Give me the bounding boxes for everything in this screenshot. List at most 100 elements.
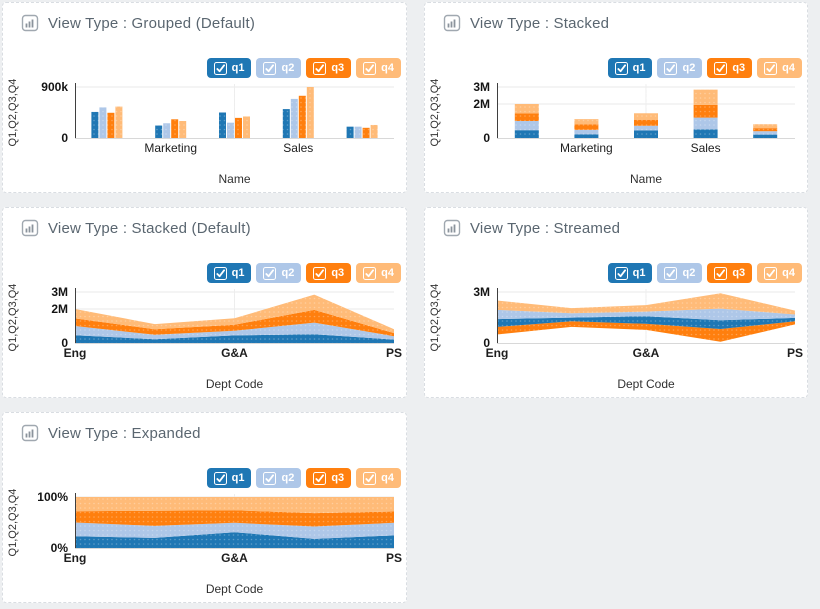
y-axis-title: Q1,Q2,Q3,Q4	[429, 79, 441, 146]
legend-item-q3[interactable]: q3	[707, 263, 753, 283]
bar-q3[interactable]	[362, 127, 370, 138]
bar-segment-q2[interactable]	[753, 131, 778, 135]
bar-q2[interactable]	[227, 122, 234, 138]
bar-segment-q1[interactable]	[574, 134, 599, 138]
legend-item-q1[interactable]: q1	[206, 468, 252, 488]
card-header: View Type : Stacked (Default)	[21, 219, 251, 237]
legend-item-q2[interactable]: q2	[657, 263, 703, 283]
bar-q4[interactable]	[370, 124, 378, 138]
legend-item-label: q2	[281, 266, 295, 279]
y-tick-label: 3M	[51, 285, 68, 299]
chart-card-streamed: View Type : Streamed q1 q2 q3 q4 3M 0 Eng G&A P…	[424, 207, 808, 398]
legend-item-q4[interactable]: q4	[356, 263, 401, 283]
grouped-bar-chart[interactable]: 900k 0 Marketing Sales Name Q1,Q2,Q3,Q4	[3, 79, 406, 194]
bar-segment-q1[interactable]	[514, 130, 539, 138]
checkbox-checked-icon	[313, 266, 327, 280]
bar-q2[interactable]	[99, 107, 107, 138]
checkbox-checked-icon	[313, 61, 327, 75]
y-axis-title: Q1,Q2,Q3,Q4	[7, 284, 19, 351]
x-axis-title: Name	[630, 172, 662, 186]
y-tick-label: 0	[61, 131, 68, 145]
bar-q4[interactable]	[243, 116, 250, 138]
bar-segment-q4[interactable]	[514, 104, 539, 114]
bar-segment-q1[interactable]	[634, 130, 658, 138]
legend-item-q3[interactable]: q3	[306, 468, 352, 488]
x-tick-label: G&A	[221, 346, 248, 360]
bar-q3[interactable]	[107, 112, 115, 138]
chart-card-grouped: View Type : Grouped (Default) q1 q2 q3 q4 9…	[2, 2, 407, 193]
bar-q3[interactable]	[171, 119, 179, 138]
bar-q3[interactable]	[298, 95, 306, 138]
legend-item-label: q1	[231, 266, 245, 279]
stream-chart[interactable]: 3M 0 Eng G&A PS Dept Code Q1,Q2,Q3,Q4	[425, 284, 807, 399]
bar-segment-q4[interactable]	[753, 124, 778, 129]
card-header: View Type : Grouped (Default)	[21, 14, 255, 32]
legend-item-q2[interactable]: q2	[256, 58, 302, 78]
bar-segment-q4[interactable]	[634, 113, 658, 120]
y-tick-label: 0%	[51, 541, 69, 555]
bar-segment-q1[interactable]	[753, 134, 778, 138]
checkbox-checked-icon	[714, 266, 728, 280]
legend-item-q1[interactable]: q1	[607, 263, 653, 283]
checkbox-checked-icon	[664, 61, 678, 75]
bar-segment-q3[interactable]	[693, 104, 718, 118]
legend-item-q1[interactable]: q1	[206, 263, 252, 283]
grouped-plot: 900k 0 Marketing Sales Name Q1,Q2,Q3,Q4	[7, 79, 394, 186]
y-tick-label: 2M	[51, 302, 68, 316]
bar-q2[interactable]	[163, 123, 171, 138]
bar-segment-q4[interactable]	[693, 89, 718, 105]
bar-segment-q2[interactable]	[693, 117, 718, 130]
legend-item-q3[interactable]: q3	[306, 58, 352, 78]
y-tick-label: 0	[483, 336, 490, 350]
bar-q1[interactable]	[155, 125, 163, 138]
bar-q2[interactable]	[354, 126, 362, 138]
bar-q1[interactable]	[219, 112, 226, 139]
bar-q1[interactable]	[91, 111, 99, 138]
bar-q3[interactable]	[235, 117, 242, 138]
legend-item-q3[interactable]: q3	[707, 58, 753, 78]
checkbox-checked-icon	[764, 61, 778, 75]
legend: q1 q2 q3 q4	[206, 468, 401, 488]
legend-item-q2[interactable]: q2	[657, 58, 703, 78]
legend-item-q4[interactable]: q4	[757, 263, 802, 283]
bar-q4[interactable]	[115, 106, 123, 138]
legend-item-label: q3	[732, 266, 746, 279]
legend-item-q4[interactable]: q4	[356, 58, 401, 78]
legend-item-label: q4	[782, 266, 795, 279]
bar-q1[interactable]	[282, 109, 290, 138]
card-title: View Type : Stacked	[470, 14, 610, 32]
stacked-bar-chart[interactable]: 3M 2M 0 Marketing Sales Name Q1,Q2,Q3,Q4	[425, 79, 807, 194]
bar-segment-q2[interactable]	[514, 121, 539, 131]
x-axis-title: Name	[218, 172, 250, 186]
x-tick-label: PS	[787, 346, 803, 360]
bar-segment-q3[interactable]	[753, 128, 778, 132]
bar-segment-q1[interactable]	[693, 129, 718, 138]
bar-segment-q4[interactable]	[574, 119, 599, 125]
checkbox-checked-icon	[313, 471, 327, 485]
x-axis-title: Dept Code	[206, 377, 264, 391]
bar-q1[interactable]	[346, 126, 354, 138]
checkbox-checked-icon	[263, 471, 277, 485]
y-tick-label: 3M	[473, 80, 490, 94]
bar-segment-q3[interactable]	[514, 113, 539, 121]
bar-q4[interactable]	[179, 121, 187, 138]
legend-item-label: q4	[782, 61, 795, 74]
bar-segment-q2[interactable]	[634, 125, 658, 131]
legend-item-label: q2	[281, 61, 295, 74]
bar-segment-q3[interactable]	[574, 124, 599, 130]
expanded-area-chart[interactable]: 100% 0% Eng G&A PS Dept Code Q1,Q2,Q3,Q4	[3, 489, 406, 604]
legend-item-q1[interactable]: q1	[607, 58, 653, 78]
stacked-area-chart[interactable]: 3M 2M 0 Eng G&A PS Dept Code Q1,Q2,Q3,Q4	[3, 284, 406, 399]
legend-item-q1[interactable]: q1	[206, 58, 252, 78]
legend-item-q4[interactable]: q4	[356, 468, 401, 488]
legend-item-q2[interactable]: q2	[256, 468, 302, 488]
bar-q2[interactable]	[290, 98, 298, 138]
bar-segment-q3[interactable]	[634, 119, 658, 126]
checkbox-checked-icon	[263, 266, 277, 280]
legend-item-q4[interactable]: q4	[757, 58, 802, 78]
bar-segment-q2[interactable]	[574, 129, 599, 135]
legend-item-q3[interactable]: q3	[306, 263, 352, 283]
legend-item-q2[interactable]: q2	[256, 263, 302, 283]
bar-q4[interactable]	[306, 87, 314, 138]
